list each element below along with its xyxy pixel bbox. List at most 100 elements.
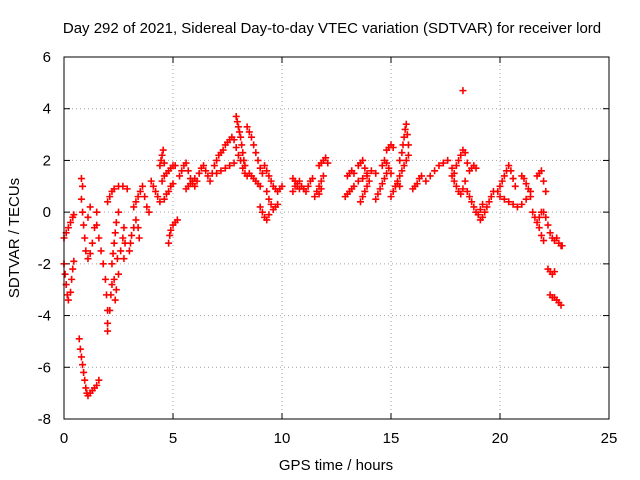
data-point bbox=[165, 239, 173, 247]
data-point bbox=[206, 177, 214, 185]
data-point bbox=[520, 175, 528, 183]
data-point bbox=[81, 376, 89, 384]
data-point bbox=[509, 175, 517, 183]
data-point bbox=[110, 239, 118, 247]
data-point bbox=[295, 185, 303, 193]
data-point bbox=[413, 180, 421, 188]
data-point bbox=[494, 187, 502, 195]
data-point bbox=[448, 164, 456, 172]
data-point bbox=[108, 260, 116, 268]
data-point bbox=[402, 156, 410, 164]
data-point bbox=[237, 133, 245, 141]
data-point bbox=[99, 260, 107, 268]
y-tick-label: 6 bbox=[43, 49, 51, 66]
data-point bbox=[238, 141, 246, 149]
data-point bbox=[374, 190, 382, 198]
data-point bbox=[210, 162, 218, 170]
data-point bbox=[156, 198, 164, 206]
data-point bbox=[435, 162, 443, 170]
data-point bbox=[112, 286, 120, 294]
data-point bbox=[542, 187, 550, 195]
data-point bbox=[511, 182, 519, 190]
data-point bbox=[160, 159, 168, 167]
data-point bbox=[79, 182, 87, 190]
data-point bbox=[252, 149, 260, 157]
data-point bbox=[315, 190, 323, 198]
data-point bbox=[111, 296, 119, 304]
data-point bbox=[500, 195, 508, 203]
y-tick-label: -4 bbox=[38, 308, 51, 325]
axis-ticks: 0 5 10 15 20 25 -8 -6 -4 -2 0 2 4 6 bbox=[38, 49, 618, 447]
data-point bbox=[232, 144, 240, 151]
data-point bbox=[479, 200, 487, 208]
data-point bbox=[141, 193, 149, 201]
data-point bbox=[317, 185, 325, 193]
data-point bbox=[324, 159, 332, 167]
grid bbox=[64, 57, 609, 419]
data-point bbox=[322, 154, 330, 162]
y-tick-label: 2 bbox=[43, 152, 51, 169]
data-point bbox=[217, 167, 225, 175]
data-point bbox=[363, 182, 371, 190]
x-tick-label: 25 bbox=[601, 430, 618, 447]
data-point bbox=[455, 156, 463, 164]
data-point bbox=[544, 221, 552, 229]
data-point bbox=[304, 182, 312, 190]
data-point bbox=[158, 177, 166, 185]
data-point bbox=[82, 247, 90, 255]
data-point bbox=[265, 211, 273, 219]
data-point bbox=[93, 208, 101, 216]
data-point bbox=[263, 187, 271, 195]
data-point bbox=[461, 177, 469, 185]
data-point bbox=[226, 162, 234, 170]
data-point bbox=[439, 159, 447, 167]
data-point bbox=[361, 187, 369, 195]
data-point bbox=[527, 187, 535, 195]
data-point bbox=[166, 231, 174, 239]
data-point bbox=[542, 213, 550, 221]
data-point bbox=[474, 211, 482, 219]
data-point bbox=[540, 237, 548, 245]
data-point bbox=[396, 182, 404, 190]
y-axis-label: SDTVAR / TECUs bbox=[6, 178, 23, 298]
data-point bbox=[77, 353, 85, 361]
data-point bbox=[112, 218, 120, 226]
data-point bbox=[537, 167, 545, 175]
data-point bbox=[354, 177, 362, 185]
data-point bbox=[350, 182, 358, 190]
data-point bbox=[125, 247, 133, 255]
data-point bbox=[115, 208, 122, 216]
data-point bbox=[135, 234, 143, 242]
chart-title: Day 292 of 2021, Sidereal Day-to-day VTE… bbox=[63, 20, 601, 37]
data-point bbox=[265, 172, 273, 180]
data-point bbox=[551, 268, 558, 276]
data-point bbox=[376, 185, 384, 193]
data-point bbox=[149, 182, 157, 190]
data-points bbox=[60, 87, 566, 400]
data-point bbox=[93, 221, 101, 229]
data-point bbox=[75, 335, 83, 343]
data-point bbox=[160, 195, 168, 203]
data-point bbox=[398, 149, 406, 157]
data-point bbox=[86, 203, 94, 211]
data-point bbox=[178, 167, 186, 175]
data-point bbox=[267, 177, 275, 185]
data-point bbox=[470, 203, 478, 211]
data-point bbox=[191, 182, 199, 190]
data-point bbox=[200, 162, 208, 170]
data-point bbox=[68, 275, 76, 283]
data-point bbox=[245, 128, 253, 136]
data-point bbox=[64, 296, 72, 304]
x-tick-label: 0 bbox=[60, 430, 68, 447]
data-point bbox=[152, 187, 160, 195]
data-point bbox=[97, 247, 105, 255]
data-point bbox=[472, 164, 480, 172]
data-point bbox=[104, 327, 112, 335]
data-point bbox=[553, 234, 561, 242]
data-point bbox=[359, 175, 367, 183]
data-point bbox=[263, 167, 271, 175]
data-point bbox=[261, 162, 269, 170]
data-point bbox=[378, 180, 386, 188]
data-point bbox=[132, 216, 140, 224]
